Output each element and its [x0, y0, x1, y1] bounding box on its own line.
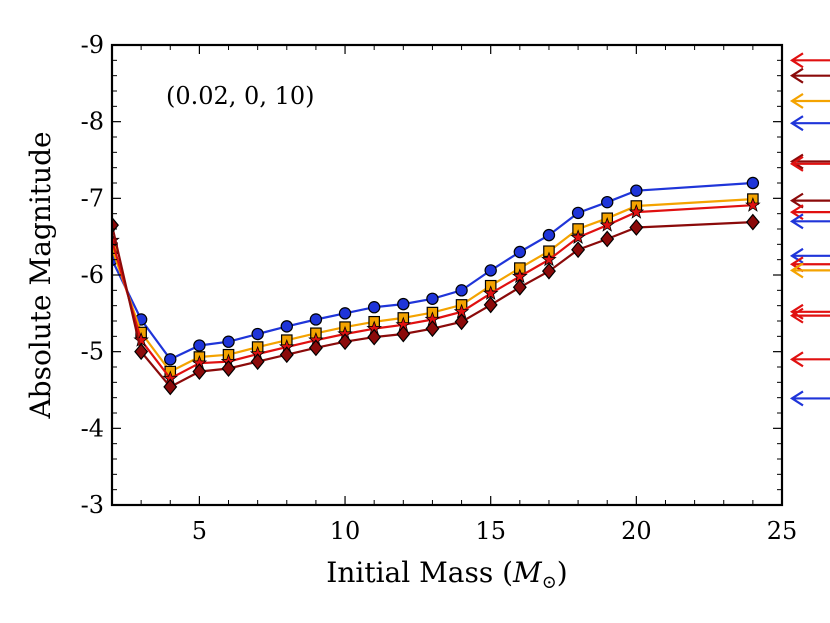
plot-frame: [112, 45, 782, 505]
data-point-blue-circles: [310, 314, 321, 325]
data-point-darkred-diamonds: [630, 220, 642, 235]
data-point-darkred-diamonds: [426, 321, 438, 336]
y-tick-label: -4: [81, 414, 104, 442]
absolute-magnitude-chart: 5 10 15 20 25 -9 -8 -7 -6 -5 -4 -3 (0.02, 0, 10) In…: [0, 0, 830, 623]
data-point-blue-circles: [543, 230, 554, 241]
limit-arrow: [792, 116, 830, 130]
y-tick-label: -6: [81, 261, 104, 289]
data-point-blue-circles: [514, 246, 525, 257]
data-point-darkred-diamonds: [368, 330, 380, 345]
data-point-blue-circles: [398, 299, 409, 310]
x-axis-title: Initial Mass (M⊙): [326, 556, 567, 593]
data-point-darkred-diamonds: [339, 334, 351, 349]
limit-arrow: [792, 157, 830, 171]
data-point-blue-circles: [194, 340, 205, 351]
y-axis-title: Absolute Magnitude: [24, 131, 57, 419]
limit-arrow: [792, 391, 830, 405]
data-point-darkred-diamonds: [397, 327, 409, 342]
x-tick-label: 5: [192, 517, 207, 545]
annotation-label: (0.02, 0, 10): [166, 82, 315, 110]
data-point-blue-circles: [281, 321, 292, 332]
data-point-blue-circles: [747, 177, 758, 188]
y-tick-label: -5: [81, 338, 104, 366]
data-point-darkred-diamonds: [747, 215, 759, 230]
data-point-blue-circles: [602, 197, 613, 208]
series-layer: [105, 177, 759, 394]
data-point-blue-circles: [427, 293, 438, 304]
limit-arrow: [792, 194, 830, 208]
x-tick-label: 25: [767, 517, 798, 545]
arrows-layer: [792, 53, 830, 405]
data-point-darkred-diamonds: [455, 314, 467, 329]
limit-arrow: [792, 94, 830, 108]
series-line-orange-squares: [112, 199, 753, 372]
limit-arrow: [792, 263, 830, 277]
x-tick-label: 10: [330, 517, 361, 545]
data-point-blue-circles: [485, 265, 496, 276]
data-point-darkred-diamonds: [251, 354, 263, 369]
y-tick-label: -7: [81, 184, 104, 212]
data-point-darkred-diamonds: [543, 264, 555, 279]
data-point-darkred-diamonds: [601, 231, 613, 246]
limit-arrow: [792, 257, 830, 271]
y-tick-label: -8: [81, 108, 104, 136]
y-tick-label: -3: [81, 491, 104, 519]
data-point-blue-circles: [631, 185, 642, 196]
x-tick-label: 20: [621, 517, 652, 545]
data-point-darkred-diamonds: [310, 340, 322, 355]
limit-arrow: [792, 214, 830, 228]
data-point-blue-circles: [252, 328, 263, 339]
data-point-blue-circles: [572, 207, 583, 218]
series-line-red-stars: [112, 205, 753, 378]
data-point-darkred-diamonds: [281, 347, 293, 362]
data-point-blue-circles: [223, 336, 234, 347]
y-tick-label: -9: [81, 31, 104, 59]
data-point-blue-circles: [339, 308, 350, 319]
limit-arrow: [792, 53, 830, 67]
data-point-blue-circles: [165, 354, 176, 365]
limit-arrow: [792, 352, 830, 366]
data-point-darkred-diamonds: [572, 242, 584, 257]
data-point-blue-circles: [369, 302, 380, 313]
limit-arrow: [792, 69, 830, 83]
data-point-blue-circles: [456, 285, 467, 296]
data-point-darkred-diamonds: [222, 361, 234, 376]
x-tick-label: 15: [475, 517, 506, 545]
